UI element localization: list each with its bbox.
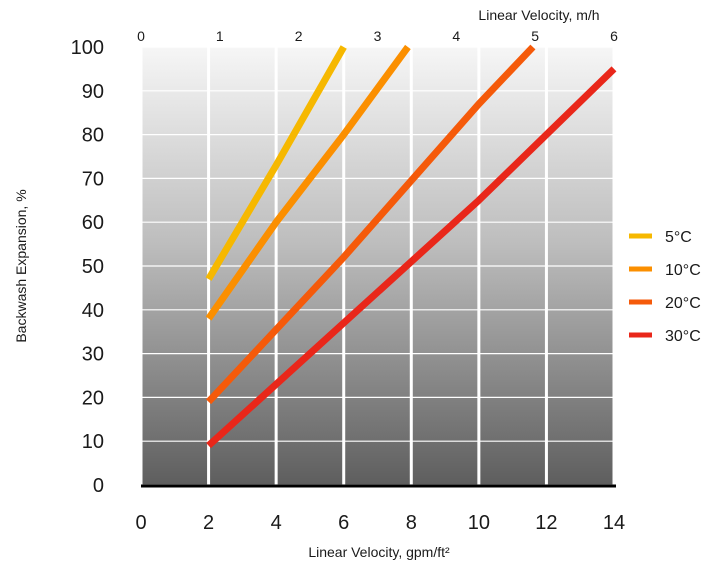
x-tick-label-6: 12 [535,512,557,534]
y-axis-title: Backwash Expansion, % [13,189,29,342]
x2-tick-label-2: 2 [295,28,303,44]
x-tick-labels: 0 2 4 6 8 10 12 14 [135,512,625,534]
legend-label-1: 10°C [665,262,701,279]
legend: 5°C 10°C 20°C 30°C [629,229,701,345]
x2-tick-label-0: 0 [137,28,145,44]
series-line-3 [206,66,617,449]
series-layer [205,44,617,449]
legend-label-2: 20°C [665,295,701,312]
series-line-1 [205,44,411,321]
y-tick-label-9: 90 [82,81,104,103]
x-axis-title: Linear Velocity, gpm/ft² [308,544,450,560]
x-tick-label-0: 0 [135,512,146,534]
y-tick-label-0: 0 [93,475,104,497]
y-tick-label-7: 70 [82,168,104,190]
x-tick-label-3: 6 [338,512,349,534]
y-tick-label-3: 30 [82,344,104,366]
series-line-0 [205,45,347,281]
y-tick-label-10: 100 [71,37,104,59]
y-tick-label-5: 50 [82,256,104,278]
series-line-2 [206,44,536,405]
x-tick-label-2: 4 [271,512,282,534]
legend-label-3: 30°C [665,328,701,345]
x-tick-label-1: 2 [203,512,214,534]
x2-tick-label-4: 4 [452,28,460,44]
y-tick-labels: 0 10 20 30 40 50 60 70 80 90 100 [71,37,104,497]
x-tick-label-7: 14 [603,512,625,534]
x2-tick-label-3: 3 [374,28,382,44]
x2-tick-label-6: 6 [610,28,618,44]
y-tick-label-2: 20 [82,387,104,409]
y-tick-label-4: 40 [82,300,104,322]
x-tick-label-5: 10 [468,512,490,534]
x2-tick-label-1: 1 [216,28,224,44]
x2-tick-label-5: 5 [531,28,539,44]
y-tick-label-6: 60 [82,212,104,234]
y-tick-label-8: 80 [82,125,104,147]
y-tick-label-1: 10 [82,431,104,453]
legend-label-0: 5°C [665,229,692,246]
x2-axis-title: Linear Velocity, m/h [478,7,599,23]
x2-tick-labels: 0 1 2 3 4 5 6 [137,28,618,44]
x-tick-label-4: 8 [406,512,417,534]
